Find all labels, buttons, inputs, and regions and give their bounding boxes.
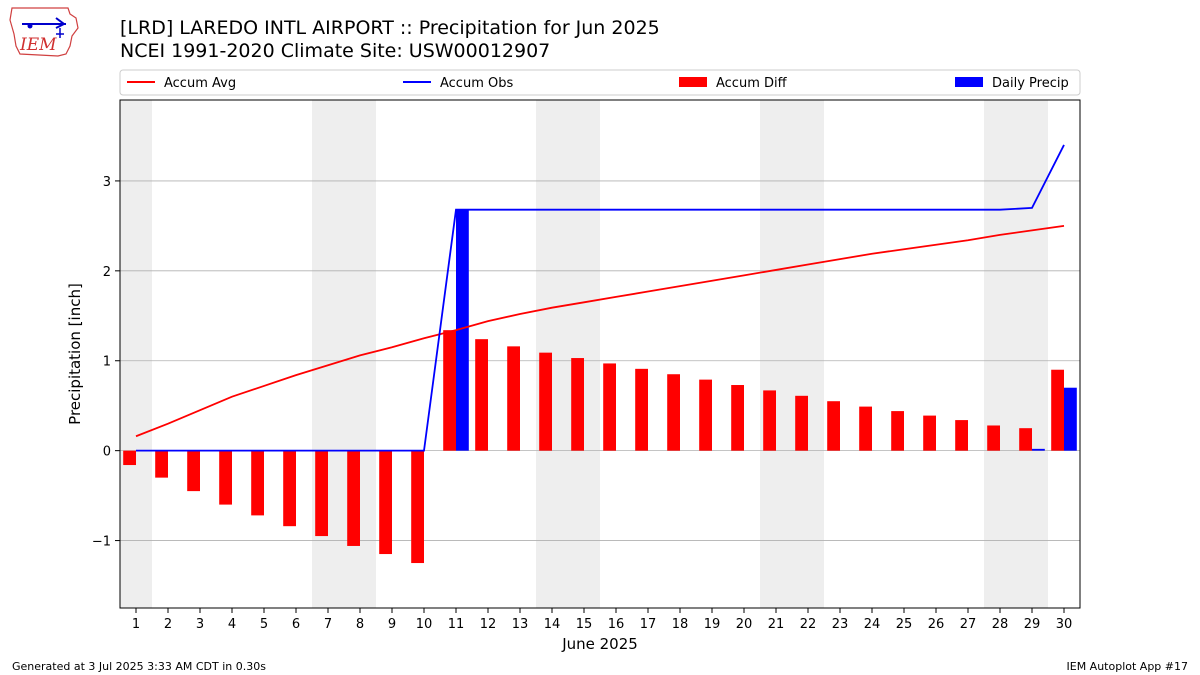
x-tick-label: 9 [388, 617, 396, 632]
logo-text: IEM [19, 35, 57, 55]
x-tick-label: 11 [448, 617, 465, 632]
accum-diff-bar [411, 450, 424, 564]
x-tick-label: 25 [896, 617, 913, 632]
accum-diff-bar [731, 385, 744, 451]
x-tick-label: 24 [864, 617, 881, 632]
weekend-band [568, 100, 600, 608]
x-tick-label: 19 [704, 617, 721, 632]
x-tick-label: 7 [324, 617, 332, 632]
x-tick-label: 29 [1024, 617, 1041, 632]
x-axis-label: June 2025 [561, 635, 638, 653]
x-tick-label: 23 [832, 617, 849, 632]
x-tick-label: 20 [736, 617, 753, 632]
x-tick-label: 14 [544, 617, 561, 632]
legend-label: Daily Precip [992, 76, 1069, 91]
legend-label: Accum Diff [716, 76, 788, 91]
accum-diff-bar [539, 352, 552, 451]
accum-diff-bar [699, 379, 712, 451]
accum-diff-bar [859, 406, 872, 451]
accum-diff-bar [443, 330, 456, 451]
x-tick-label: 18 [672, 617, 689, 632]
y-axis-label: Precipitation [inch] [66, 283, 84, 425]
plot-frame [119, 99, 1081, 609]
legend-label: Accum Avg [164, 76, 236, 91]
x-tick-label: 13 [512, 617, 529, 632]
weekend-band [984, 100, 1016, 608]
x-tick-label: 26 [928, 617, 945, 632]
accum-diff-bar [955, 420, 968, 451]
x-tick-label: 16 [608, 617, 625, 632]
daily-precip-bar [1064, 387, 1077, 451]
iem-logo: IEM [8, 6, 80, 62]
accum-obs-line [136, 144, 1065, 452]
x-tick-label: 6 [292, 617, 300, 632]
daily-precip-bar [456, 209, 469, 451]
y-tick-label: −1 [92, 535, 111, 550]
accum-diff-bar [891, 411, 904, 451]
weekend-band [760, 100, 792, 608]
x-tick-label: 12 [480, 617, 497, 632]
accum-diff-bar [1051, 369, 1064, 451]
x-tick-label: 17 [640, 617, 657, 632]
footer-app: IEM Autoplot App #17 [1066, 660, 1189, 673]
x-tick-label: 10 [416, 617, 433, 632]
x-tick-label: 21 [768, 617, 785, 632]
accum-diff-bar [379, 450, 392, 555]
accum-diff-bar [635, 368, 648, 451]
x-tick-label: 8 [356, 617, 364, 632]
accum-diff-bar [795, 395, 808, 451]
y-tick-label: 2 [103, 265, 111, 280]
accum-diff-bar [667, 374, 680, 451]
accum-diff-bar [603, 363, 616, 451]
accum-diff-bar [123, 450, 136, 466]
x-tick-label: 5 [260, 617, 268, 632]
accum-diff-bar [347, 450, 360, 546]
x-tick-label: 1 [132, 617, 140, 632]
legend-label: Accum Obs [440, 76, 513, 91]
x-tick-label: 27 [960, 617, 977, 632]
x-tick-label: 4 [228, 617, 236, 632]
footer-generated: Generated at 3 Jul 2025 3:33 AM CDT in 0… [12, 660, 266, 673]
x-tick-label: 15 [576, 617, 593, 632]
x-tick-label: 22 [800, 617, 817, 632]
weekend-band [120, 100, 152, 608]
accum-diff-bar [219, 450, 232, 505]
legend-swatch [679, 77, 707, 87]
weekend-band [792, 100, 824, 608]
accum-diff-bar [315, 450, 328, 537]
y-tick-label: 3 [103, 175, 111, 190]
x-tick-label: 2 [164, 617, 172, 632]
legend-box [119, 69, 1081, 96]
accum-diff-bar [251, 450, 264, 516]
chart-title: [LRD] LAREDO INTL AIRPORT :: Precipitati… [120, 17, 660, 39]
accum-diff-bar [827, 401, 840, 451]
chart-subtitle: NCEI 1991-2020 Climate Site: USW00012907 [120, 40, 551, 62]
y-tick-label: 1 [103, 355, 111, 370]
accum-diff-bar [475, 339, 488, 451]
accum-avg-line [135, 224, 1065, 438]
accum-diff-bar [571, 358, 584, 451]
accum-diff-bar [187, 450, 200, 492]
weekend-band [1016, 100, 1048, 608]
accum-diff-bar [155, 450, 168, 478]
accum-diff-bar [1019, 428, 1032, 451]
y-tick-label: 0 [103, 445, 111, 460]
x-tick-label: 30 [1056, 617, 1073, 632]
legend-swatch [955, 77, 983, 87]
daily-precip-bar [1032, 448, 1045, 451]
x-tick-label: 28 [992, 617, 1009, 632]
accum-diff-bar [283, 450, 296, 527]
accum-diff-bar [507, 346, 520, 451]
accum-diff-bar [763, 390, 776, 451]
accum-diff-bar [923, 415, 936, 451]
x-tick-label: 3 [196, 617, 204, 632]
accum-diff-bar [987, 425, 1000, 451]
